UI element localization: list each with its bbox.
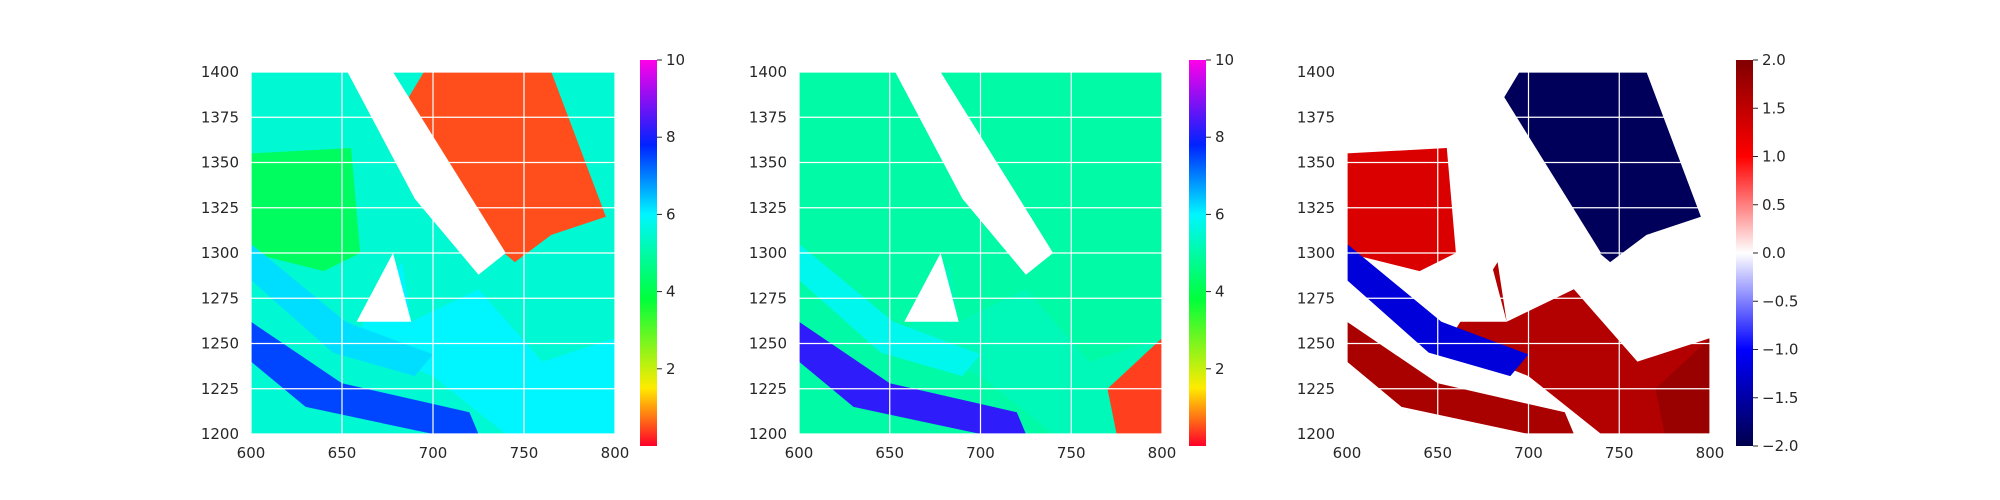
- heatmap-region-leftOpen: [799, 148, 908, 272]
- colorbar-tick-label: 1.0: [1762, 148, 1786, 166]
- colorbar-tick-label: −1.0: [1762, 341, 1798, 359]
- y-tick-label: 1375: [749, 108, 787, 126]
- colorbar-tick-label: 4: [1215, 283, 1225, 301]
- colorbar: [1736, 60, 1753, 446]
- y-tick-label: 1275: [749, 289, 787, 307]
- x-tick-label: 700: [419, 444, 448, 462]
- colorbar-tick-label: −2.0: [1762, 437, 1798, 455]
- y-tick-label: 1300: [1297, 244, 1335, 262]
- colorbar-tick-label: 0.5: [1762, 196, 1786, 214]
- heatmap-region-topRight: [396, 72, 606, 263]
- x-tick-label: 800: [1696, 444, 1725, 462]
- x-tick-label: 650: [328, 444, 357, 462]
- heatmap-region-voidMid: [356, 253, 412, 322]
- heatmap-region-leftOpen: [251, 148, 361, 272]
- heatmap-region-midBand: [898, 262, 1162, 434]
- heatmap-panel-2: 600 650 700 750 800 1200 1225 1250 1275 1300 1325 1…: [749, 51, 1234, 462]
- y-tick-label: 1275: [1297, 289, 1335, 307]
- y-tick-label: 1250: [1297, 335, 1335, 353]
- y-tick-label: 1225: [201, 380, 239, 398]
- colorbar-tick-label: 8: [666, 128, 676, 146]
- heatmap-panel-1: 600 650 700 750 800 1200 1225 1250 1275 1300 1325 1…: [201, 51, 685, 462]
- colorbar-tick-label: −1.5: [1762, 389, 1798, 407]
- heatmap-region-leftOpen: [1347, 148, 1456, 272]
- y-tick-label: 1275: [201, 289, 239, 307]
- y-tick-label: 1325: [749, 199, 787, 217]
- y-tick-label: 1325: [201, 199, 239, 217]
- heatmap-region-voidTop: [1443, 72, 1602, 275]
- heatmap-region-topRight: [944, 72, 1153, 263]
- y-tick-label: 1300: [201, 244, 239, 262]
- y-tick-label: 1350: [1297, 154, 1335, 172]
- y-tick-label: 1400: [201, 63, 239, 81]
- y-tick-label: 1300: [749, 244, 787, 262]
- colorbar-tick-label: 6: [666, 205, 676, 223]
- colorbar-tick-label: 10: [1215, 51, 1234, 69]
- colorbar-tick-label: 0.0: [1762, 244, 1786, 262]
- x-tick-label: 600: [785, 444, 814, 462]
- y-tick-label: 1400: [1297, 63, 1335, 81]
- x-tick-label: 800: [1148, 444, 1177, 462]
- colorbar: [1189, 60, 1206, 446]
- colorbar: [640, 60, 657, 446]
- y-tick-label: 1250: [749, 335, 787, 353]
- y-tick-label: 1200: [201, 425, 239, 443]
- colorbar-tick-label: 2: [1215, 360, 1225, 378]
- y-tick-label: 1200: [749, 425, 787, 443]
- x-tick-label: 600: [237, 444, 266, 462]
- heatmap-region-voidTop: [347, 72, 506, 275]
- x-tick-label: 750: [1057, 444, 1086, 462]
- y-tick-label: 1200: [1297, 425, 1335, 443]
- x-tick-label: 700: [1514, 444, 1543, 462]
- heatmap-region-topRight: [1492, 72, 1701, 263]
- heatmap-region-voidTop: [895, 72, 1054, 275]
- x-tick-label: 750: [1605, 444, 1634, 462]
- heatmap-region-channel: [799, 321, 1026, 434]
- y-tick-label: 1225: [1297, 380, 1335, 398]
- heatmap-region-channel: [251, 321, 479, 434]
- y-tick-label: 1350: [749, 154, 787, 172]
- y-tick-label: 1325: [1297, 199, 1335, 217]
- heatmap-panel-3: 600 650 700 750 800 1200 1225 1250 1275 1300 1325 1…: [1297, 51, 1799, 462]
- heatmap-region-brCorner: [1655, 338, 1710, 434]
- heatmap-region-midBand: [351, 262, 615, 434]
- colorbar-tick-label: 6: [1215, 205, 1225, 223]
- heatmap-region-voidMid: [904, 253, 959, 322]
- heatmap-region-channel: [1347, 321, 1574, 434]
- y-tick-label: 1350: [201, 154, 239, 172]
- heatmap-region-voidMid: [1452, 253, 1507, 322]
- x-tick-label: 800: [601, 444, 630, 462]
- colorbar-tick-label: 2.0: [1762, 51, 1786, 69]
- y-tick-label: 1225: [749, 380, 787, 398]
- y-tick-label: 1375: [201, 108, 239, 126]
- y-tick-label: 1375: [1297, 108, 1335, 126]
- x-tick-label: 650: [1423, 444, 1452, 462]
- colorbar-tick-label: 8: [1215, 128, 1225, 146]
- colorbar-tick-label: −0.5: [1762, 292, 1798, 310]
- x-tick-label: 600: [1333, 444, 1362, 462]
- x-tick-label: 700: [966, 444, 995, 462]
- x-tick-label: 650: [875, 444, 904, 462]
- colorbar-tick-label: 2: [666, 360, 676, 378]
- heatmap-region-midBand: [1446, 262, 1710, 434]
- y-tick-label: 1250: [201, 335, 239, 353]
- heatmap-region-brCorner: [1107, 338, 1162, 434]
- colorbar-tick-label: 4: [666, 283, 676, 301]
- colorbar-tick-label: 1.5: [1762, 99, 1786, 117]
- x-tick-label: 750: [510, 444, 539, 462]
- y-tick-label: 1400: [749, 63, 787, 81]
- colorbar-tick-label: 10: [666, 51, 685, 69]
